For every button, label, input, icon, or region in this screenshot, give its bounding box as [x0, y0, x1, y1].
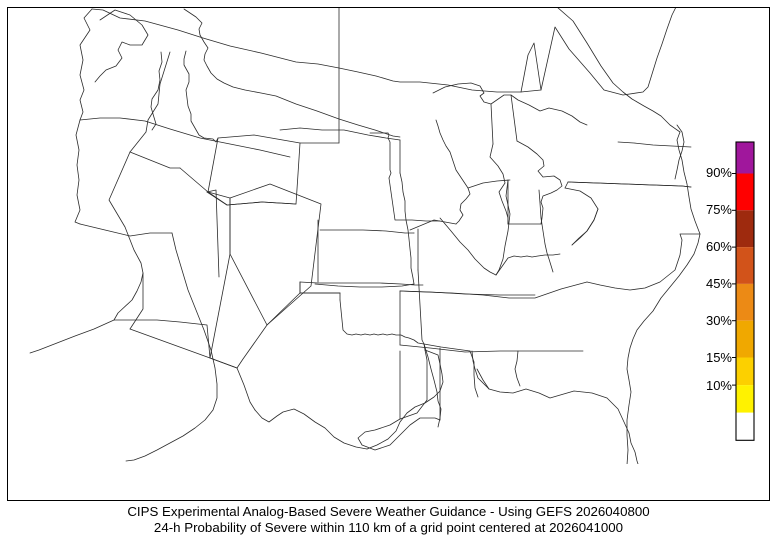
svg-text:15%: 15% — [706, 350, 732, 365]
svg-text:45%: 45% — [706, 276, 732, 291]
svg-text:75%: 75% — [706, 202, 732, 217]
svg-text:10%: 10% — [706, 378, 732, 393]
svg-text:60%: 60% — [706, 239, 732, 254]
svg-text:30%: 30% — [706, 313, 732, 328]
svg-text:90%: 90% — [706, 165, 732, 180]
